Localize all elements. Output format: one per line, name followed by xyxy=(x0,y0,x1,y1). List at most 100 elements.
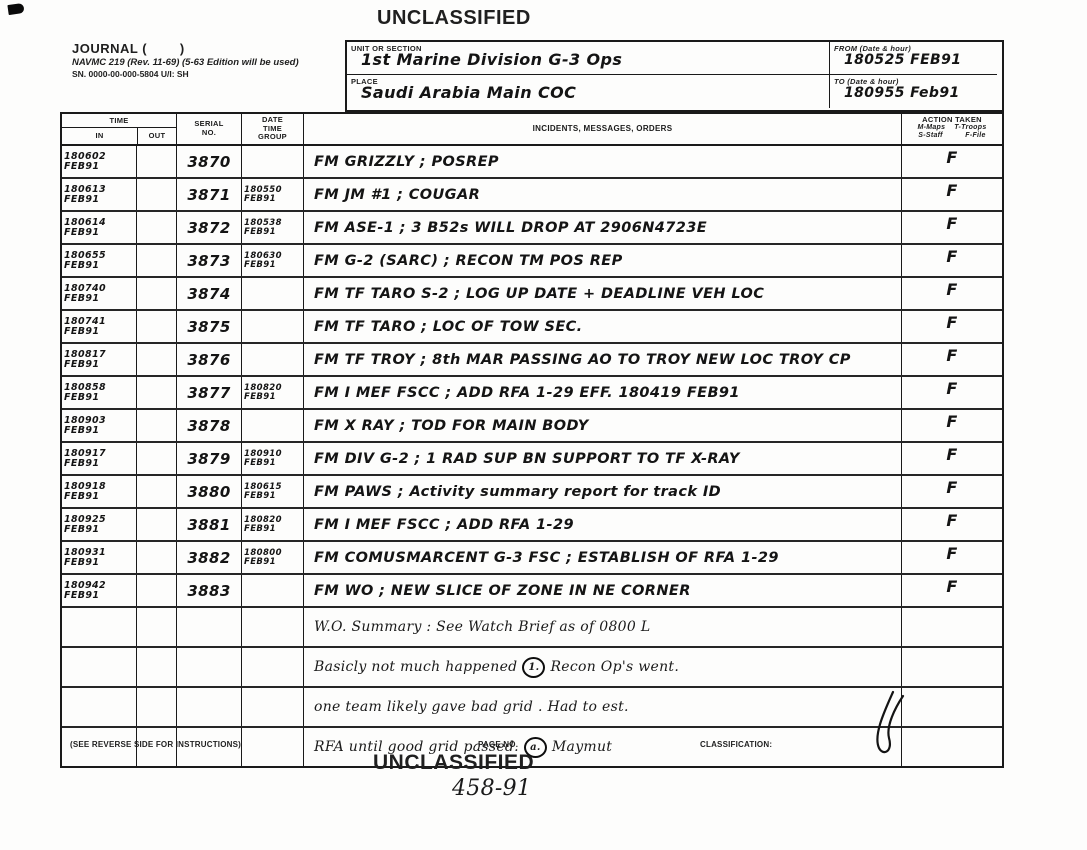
time-in: 180613 xyxy=(64,183,107,195)
dtg xyxy=(242,648,304,686)
dtg: 180630 xyxy=(244,250,282,261)
dtg-date: FEB91 xyxy=(244,457,276,468)
summary-text: Basicly not much happened 1. Recon Op's … xyxy=(304,648,902,686)
serial-no: 3871 xyxy=(177,179,242,210)
classification-banner-top: UNCLASSIFIED xyxy=(377,7,531,29)
dtg-label-line2: TIME xyxy=(262,123,283,133)
summary-row: Basicly not much happened 1. Recon Op's … xyxy=(62,648,1002,688)
time-out xyxy=(137,311,177,342)
serial-no: 3876 xyxy=(177,344,242,375)
incident-text: FM COMUSMARCENT G-3 FSC ; ESTABLISH OF R… xyxy=(304,542,902,573)
action-label: ACTION TAKEN xyxy=(922,115,982,124)
action-taken xyxy=(902,728,1002,766)
form-identification: JOURNAL ( ) NAVMC 219 (Rev. 11-69) (5-63… xyxy=(72,41,299,80)
place-cell: PLACE Saudi Arabia Main COC xyxy=(347,75,830,108)
action-taken: F xyxy=(946,313,958,332)
serial-no: 3870 xyxy=(177,146,242,177)
serial-no: 3878 xyxy=(177,410,242,441)
action-taken: F xyxy=(946,181,958,200)
journal-row: 180942 FEB91 3883 FM WO ; NEW SLICE OF ZO… xyxy=(62,575,1002,608)
incident-text: FM GRIZZLY ; POSREP xyxy=(304,146,902,177)
serial-no: 3877 xyxy=(177,377,242,408)
time-in-date: FEB91 xyxy=(64,556,100,568)
column-header-time: TIME IN OUT xyxy=(62,114,177,144)
journal-row: 180918 FEB91 3880 180615 FEB91 FM PAWS ; A… xyxy=(62,476,1002,509)
from-label: FROM (Date & hour) xyxy=(834,44,912,53)
summary-text: RFA until good grid passed. a. Maymut xyxy=(304,728,902,766)
time-in-label: IN xyxy=(62,128,138,144)
dtg: 180615 xyxy=(244,481,282,492)
action-taken: F xyxy=(946,511,958,530)
time-in xyxy=(62,608,137,646)
dtg-label-line1: DATE xyxy=(261,115,284,125)
time-out xyxy=(137,212,177,243)
time-out xyxy=(137,509,177,540)
time-in-date: FEB91 xyxy=(64,226,100,238)
summary-text: one team likely gave bad grid . Had to e… xyxy=(304,688,902,726)
page-no-label: PAGE NO. xyxy=(478,740,519,749)
time-out xyxy=(137,344,177,375)
dtg-date: FEB91 xyxy=(244,226,276,237)
time-in-date: FEB91 xyxy=(64,292,100,304)
journal-row: 180925 FEB91 3881 180820 FEB91 FM I MEF FS… xyxy=(62,509,1002,542)
journal-row: 180740 FEB91 3874 FM TF TARO S-2 ; LOG UP… xyxy=(62,278,1002,311)
action-taken: F xyxy=(946,412,958,431)
incident-text: FM X RAY ; TOD FOR MAIN BODY xyxy=(304,410,902,441)
dtg-date: FEB91 xyxy=(244,556,276,567)
to-value: 180955 Feb91 xyxy=(844,85,960,101)
action-taken: F xyxy=(946,214,958,233)
form-subtitle: NAVMC 219 (Rev. 11-69) (5-63 Edition wil… xyxy=(72,57,299,69)
circled-item-marker: a. xyxy=(523,736,547,758)
incident-text: FM TF TROY ; 8th MAR PASSING AO TO TROY … xyxy=(304,344,902,375)
column-header-incidents: INCIDENTS, MESSAGES, ORDERS xyxy=(304,114,902,144)
signature-stroke xyxy=(876,690,905,754)
time-in-date: FEB91 xyxy=(64,193,100,205)
place-value: Saudi Arabia Main COC xyxy=(361,83,577,102)
time-in-date: FEB91 xyxy=(64,589,100,601)
time-in-date: FEB91 xyxy=(64,490,100,502)
incident-text: FM TF TARO ; LOC OF TOW SEC. xyxy=(304,311,902,342)
action-taken: F xyxy=(946,445,958,464)
time-out xyxy=(137,728,177,766)
time-in: 180942 xyxy=(64,579,107,591)
time-in: 180925 xyxy=(64,513,107,525)
action-taken: F xyxy=(946,379,958,398)
dtg-date: FEB91 xyxy=(244,523,276,534)
summary-text-pre: RFA until good grid passed. xyxy=(314,739,519,755)
serial-no xyxy=(177,728,242,766)
serial-label-line2: NO. xyxy=(201,128,217,137)
time-out xyxy=(137,377,177,408)
time-out xyxy=(137,179,177,210)
time-in: 180931 xyxy=(64,546,107,558)
time-in-date: FEB91 xyxy=(64,391,100,403)
column-header-dtg: DATE TIME GROUP xyxy=(242,114,304,144)
incidents-label: INCIDENTS, MESSAGES, ORDERS xyxy=(532,124,673,134)
time-in: 180917 xyxy=(64,447,107,459)
time-out-label: OUT xyxy=(148,131,166,140)
unit-section-label: UNIT OR SECTION xyxy=(351,44,422,53)
journal-row: 180741 FEB91 3875 FM TF TARO ; LOC OF TOW… xyxy=(62,311,1002,344)
time-out xyxy=(137,410,177,441)
time-out xyxy=(137,608,177,646)
page-number: 458-91 xyxy=(452,776,532,801)
journal-table-header: TIME IN OUT SERIAL NO. DATE TIME GROUP I… xyxy=(62,114,1002,146)
time-out xyxy=(137,245,177,276)
incident-text: FM WO ; NEW SLICE OF ZONE IN NE CORNER xyxy=(304,575,902,606)
unit-section-cell: UNIT OR SECTION 1st Marine Division G-3 … xyxy=(347,42,830,75)
action-taken xyxy=(902,688,1002,726)
dtg xyxy=(242,728,304,766)
incident-text: FM ASE-1 ; 3 B52s WILL DROP AT 2906N4723… xyxy=(304,212,902,243)
incident-text: FM PAWS ; Activity summary report for tr… xyxy=(304,476,902,507)
time-out xyxy=(137,443,177,474)
time-in-date: FEB91 xyxy=(64,523,100,535)
dtg-label-line3: GROUP xyxy=(257,132,287,142)
action-taken: F xyxy=(946,577,958,596)
journal-row: 180903 FEB91 3878 FM X RAY ; TOD FOR MAIN… xyxy=(62,410,1002,443)
journal-row: 180613 FEB91 3871 180550 FEB91 FM JM #1 ; … xyxy=(62,179,1002,212)
dtg-date: FEB91 xyxy=(244,259,276,270)
time-out xyxy=(137,542,177,573)
time-in: 180614 xyxy=(64,216,107,228)
action-taken xyxy=(902,608,1002,646)
time-out xyxy=(137,648,177,686)
dtg xyxy=(242,688,304,726)
